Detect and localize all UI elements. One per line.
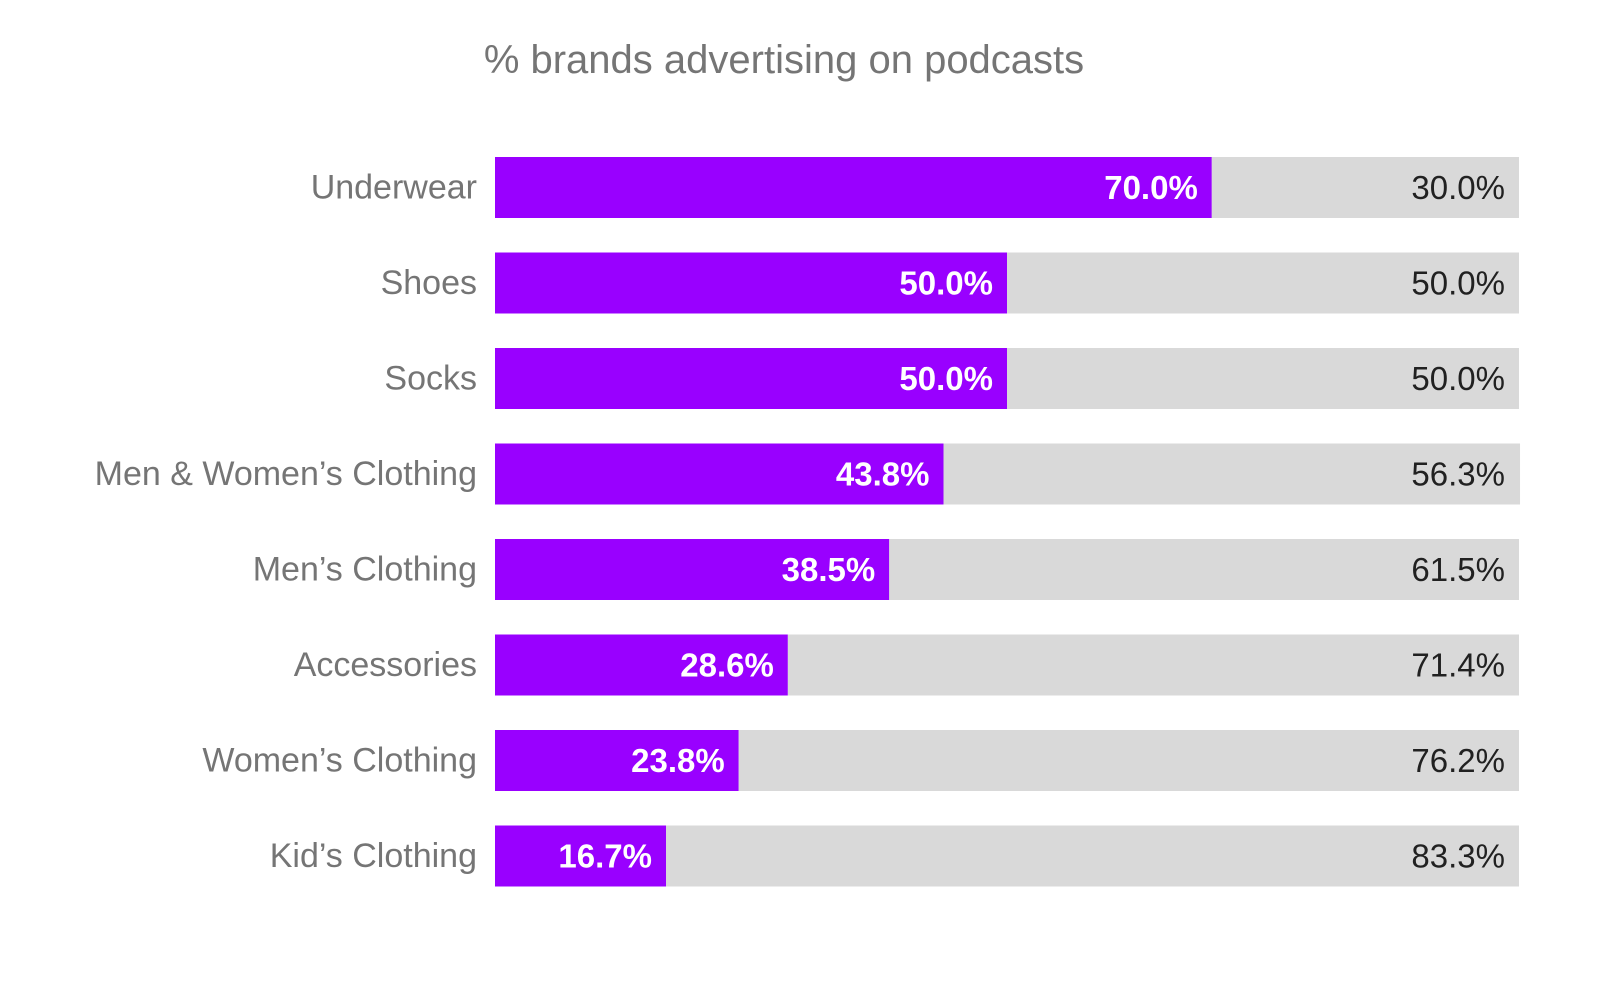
data-label-advertising: 50.0%: [899, 360, 993, 397]
bar-advertising: [495, 539, 890, 600]
data-label-not-advertising: 71.4%: [1411, 647, 1505, 684]
data-label-not-advertising: 56.3%: [1411, 456, 1505, 493]
chart-title: % brands advertising on podcasts: [483, 38, 1085, 82]
bar-row-shoes: Shoes 50.0% 50.0%: [381, 252, 1519, 314]
bar-advertising: [495, 730, 739, 791]
bar-row-socks: Socks 50.0% 50.0%: [384, 348, 1519, 409]
data-label-advertising: 70.0%: [1104, 169, 1198, 206]
data-label-advertising: 43.8%: [836, 456, 930, 493]
category-label: Women’s Clothing: [202, 742, 477, 780]
bar-not-advertising: [787, 634, 1519, 696]
bar-advertising: [495, 634, 788, 696]
bar-not-advertising: [1007, 348, 1519, 409]
bar-advertising: [495, 252, 1007, 314]
bar-not-advertising: [1211, 157, 1519, 218]
category-label: Men’s Clothing: [253, 551, 477, 589]
data-label-advertising: 28.6%: [680, 647, 774, 684]
bar-not-advertising: [889, 539, 1519, 600]
category-label: Socks: [384, 360, 477, 398]
category-label: Men & Women’s Clothing: [95, 455, 477, 493]
bar-advertising: [495, 157, 1212, 218]
category-label: Accessories: [294, 646, 477, 684]
bar-not-advertising: [666, 825, 1519, 887]
bar-advertising: [495, 348, 1007, 409]
category-label: Underwear: [311, 169, 477, 207]
data-label-not-advertising: 76.2%: [1411, 742, 1505, 779]
bars-layer: Underwear 70.0% 30.0% Shoes 50.0% 50.0% Socks 5…: [95, 157, 1521, 887]
bar-not-advertising: [738, 730, 1519, 791]
data-label-not-advertising: 50.0%: [1411, 265, 1505, 302]
bar-advertising: [495, 825, 667, 887]
bar-row-men-women-s-clothing: Men & Women’s Clothing 43.8% 56.3%: [95, 443, 1521, 505]
data-label-advertising: 38.5%: [782, 551, 876, 588]
data-label-advertising: 23.8%: [631, 742, 725, 779]
bar-row-women-s-clothing: Women’s Clothing 23.8% 76.2%: [202, 730, 1519, 791]
category-label: Kid’s Clothing: [270, 837, 477, 875]
data-label-advertising: 50.0%: [899, 265, 993, 302]
bar-row-accessories: Accessories 28.6% 71.4%: [294, 634, 1519, 696]
bar-not-advertising: [1007, 252, 1519, 314]
data-label-not-advertising: 83.3%: [1411, 838, 1505, 875]
data-label-not-advertising: 50.0%: [1411, 360, 1505, 397]
bar-row-underwear: Underwear 70.0% 30.0%: [311, 157, 1519, 218]
data-label-not-advertising: 30.0%: [1411, 169, 1505, 206]
data-label-advertising: 16.7%: [558, 838, 652, 875]
bar-advertising: [495, 443, 944, 505]
data-label-not-advertising: 61.5%: [1411, 551, 1505, 588]
bar-row-kid-s-clothing: Kid’s Clothing 16.7% 83.3%: [270, 825, 1519, 887]
bar-row-men-s-clothing: Men’s Clothing 38.5% 61.5%: [253, 539, 1519, 600]
category-label: Shoes: [381, 264, 477, 302]
bar-not-advertising: [943, 443, 1521, 505]
